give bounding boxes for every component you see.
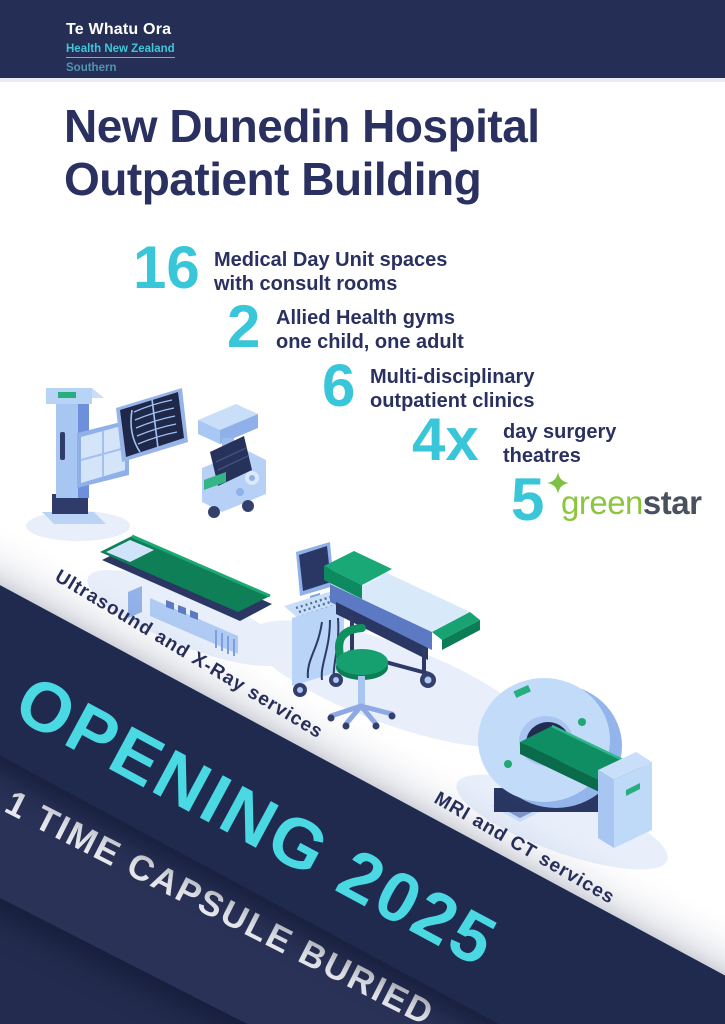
stat-number-greenstar: 5 xyxy=(511,466,545,533)
greenstar-star-icon xyxy=(547,472,569,494)
page-title: New Dunedin Hospital Outpatient Building xyxy=(64,100,540,207)
page-title-line2: Outpatient Building xyxy=(64,153,482,206)
stool-illustration xyxy=(327,624,396,730)
stat-label-theatres: day surgery theatres xyxy=(503,420,616,468)
page-title-line1: New Dunedin Hospital xyxy=(64,100,540,152)
ultrasound-cart-illustration xyxy=(284,542,356,697)
greenstar-word-green: green xyxy=(561,484,643,521)
region-name: Southern xyxy=(66,62,117,74)
stat-number-gyms: 2 xyxy=(227,293,261,360)
stat-label-gyms-line2: one child, one adult xyxy=(276,331,464,353)
stat-label-clinics-line1: Multi-disciplinary xyxy=(370,366,535,388)
stat-label-clinics: Multi-disciplinary outpatient clinics xyxy=(370,365,534,413)
portable-xray-illustration xyxy=(198,404,266,518)
sub-brand-name: Health New Zealand xyxy=(66,43,175,58)
stat-number-theatres: 4x xyxy=(412,406,479,473)
stat-label-clinics-line2: outpatient clinics xyxy=(370,390,535,412)
stat-number-clinics: 6 xyxy=(322,352,356,419)
stat-label-gyms-line1: Allied Health gyms xyxy=(276,307,455,329)
stat-label-gyms: Allied Health gyms one child, one adult xyxy=(276,306,464,354)
stat-label-mdu-line1: Medical Day Unit spaces xyxy=(214,249,448,271)
xray-monitor-illustration xyxy=(116,388,188,462)
stat-label-theatres-line1: day surgery xyxy=(503,421,617,443)
xray-stand-illustration xyxy=(42,388,129,524)
stat-label-theatres-line2: theatres xyxy=(503,445,581,467)
brand-name: Te Whatu Ora xyxy=(66,21,172,38)
stat-label-mdu-line2: with consult rooms xyxy=(214,273,398,295)
mri-ct-scanner-illustration xyxy=(478,678,652,848)
te-whatu-ora-logo: Te Whatu Ora Health New Zealand Southern xyxy=(66,21,175,74)
greenstar-word-star: star xyxy=(642,484,702,521)
stat-number-mdu: 16 xyxy=(133,234,200,301)
greenstar-logo: greenstar xyxy=(547,472,702,522)
hospital-bed-illustration xyxy=(324,551,480,688)
stat-label-mdu: Medical Day Unit spaces with consult roo… xyxy=(214,248,447,296)
exam-table-illustration xyxy=(100,534,272,656)
header-bar: Te Whatu Ora Health New Zealand Southern xyxy=(0,0,725,82)
